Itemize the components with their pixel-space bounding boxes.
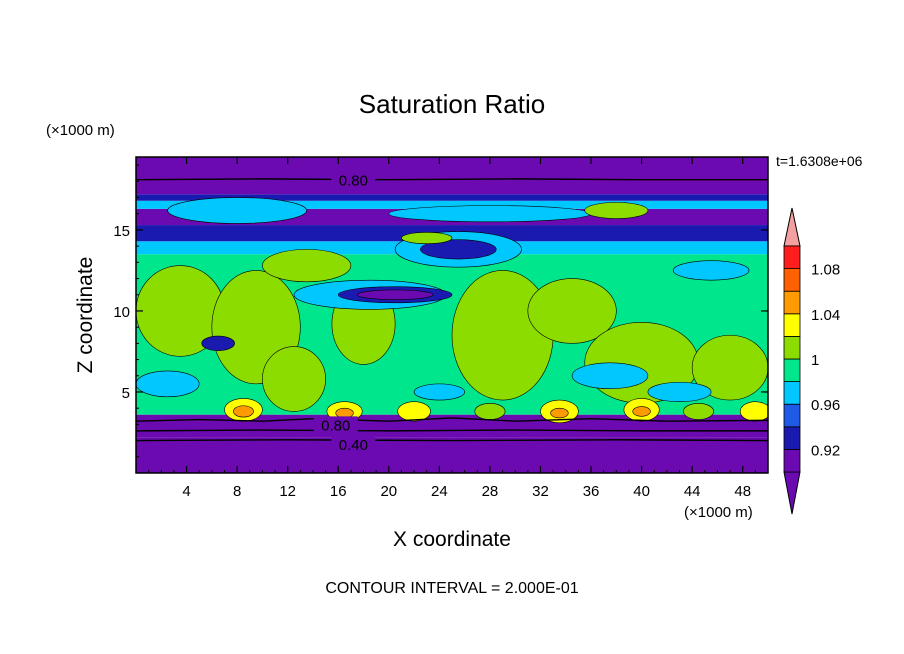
colorbar-tick-label-1: 0.96 xyxy=(811,397,840,414)
x-tick-label-7: 32 xyxy=(532,483,549,500)
y-unit-label: (×1000 m) xyxy=(46,122,115,139)
field-feature-21 xyxy=(571,362,649,390)
colorbar-swatch-4 xyxy=(783,358,801,383)
field-feature-15 xyxy=(167,197,307,224)
colorbar-swatch-5 xyxy=(783,335,801,360)
field-feature-11 xyxy=(356,289,434,300)
colorbar-under-triangle xyxy=(783,471,801,515)
field-feature-4 xyxy=(527,278,617,344)
x-tick-label-5: 24 xyxy=(431,483,448,500)
x-tick-label-2: 12 xyxy=(279,483,296,500)
colorbar-swatch-3 xyxy=(783,381,801,405)
contour-label-bg-1 xyxy=(313,416,358,433)
x-axis: 4 8 12 16 20 24 28 32 36 40 44 48 xyxy=(148,157,756,500)
x-tick-label-11: 48 xyxy=(734,483,751,500)
contour-line-1 xyxy=(136,417,768,422)
colorbar-tick-label-0: 0.92 xyxy=(811,442,840,459)
field-layer-8 xyxy=(136,157,768,195)
colorbar-tick-label-3: 1.04 xyxy=(811,307,840,324)
contour-label-2: 0.40 xyxy=(339,437,368,454)
field-feature-8 xyxy=(262,249,352,283)
x-tick-label-8: 36 xyxy=(583,483,600,500)
contour-label-1: 0.80 xyxy=(321,417,350,434)
colorbar-swatch-9 xyxy=(783,245,801,270)
plot-area xyxy=(136,157,768,473)
field-feature-7 xyxy=(262,346,326,412)
field-layer-1 xyxy=(136,414,768,438)
field-feature-3 xyxy=(451,270,554,401)
x-unit-label: (×1000 m) xyxy=(684,504,753,521)
x-axis-label: X coordinate xyxy=(393,528,511,551)
field-feature-32 xyxy=(632,406,651,417)
y-tick-label-2: 15 xyxy=(113,223,130,240)
field-feature-28 xyxy=(397,401,431,422)
field-layer-6 xyxy=(136,200,768,209)
field-feature-23 xyxy=(413,383,465,401)
field-feature-35 xyxy=(683,403,714,420)
field-feature-22 xyxy=(647,381,712,402)
colorbar-swatch-0 xyxy=(783,448,801,473)
colorbar-swatch-8 xyxy=(783,268,801,292)
field-feature-34 xyxy=(474,403,506,420)
field-feature-18 xyxy=(401,232,453,244)
field-layer-0 xyxy=(136,437,768,473)
contour-interval-note: CONTOUR INTERVAL = 2.000E-01 xyxy=(325,580,578,597)
time-label: t=1.6308e+06 xyxy=(776,153,863,169)
y-axis-label: Z coordinate xyxy=(74,257,97,374)
x-tick-label-1: 8 xyxy=(233,483,241,500)
y-tick-label-0: 5 xyxy=(122,385,130,402)
contour-line-3 xyxy=(136,439,768,442)
contour-lines xyxy=(136,178,768,442)
contour-labels: 0.80 0.80 0.40 xyxy=(313,171,376,454)
x-tick-label-3: 16 xyxy=(330,483,347,500)
field-features xyxy=(136,197,768,424)
field-feature-14 xyxy=(420,239,497,260)
contour-line-2 xyxy=(136,429,768,432)
x-tick-label-6: 28 xyxy=(482,483,499,500)
field-feature-25 xyxy=(233,405,254,418)
colorbar-swatch-2 xyxy=(783,403,801,428)
field-feature-30 xyxy=(550,407,569,419)
contour-line-0 xyxy=(136,178,768,181)
chart-title: Saturation Ratio xyxy=(359,89,545,119)
field-feature-12 xyxy=(201,335,235,351)
colorbar-swatch-1 xyxy=(783,426,801,450)
colorbar-tick-label-2: 1 xyxy=(811,352,819,369)
contour-label-0: 0.80 xyxy=(339,173,368,190)
field-feature-19 xyxy=(672,260,750,281)
field-feature-17 xyxy=(584,202,649,219)
colorbar: 0.92 0.96 1 1.04 1.08 xyxy=(783,207,840,515)
field-layer-7 xyxy=(136,194,768,201)
contour-label-bg-2 xyxy=(331,435,376,452)
contour-label-bg-0 xyxy=(331,171,376,188)
field-feature-20 xyxy=(136,370,200,398)
x-tick-label-10: 44 xyxy=(684,483,701,500)
y-tick-label-1: 10 xyxy=(113,304,130,321)
field-feature-6 xyxy=(691,334,768,401)
colorbar-tick-label-4: 1.08 xyxy=(811,262,840,279)
colorbar-swatch-7 xyxy=(783,290,801,315)
y-axis: 5 10 15 xyxy=(113,164,768,458)
x-tick-label-0: 4 xyxy=(182,483,190,500)
field-feature-16 xyxy=(388,205,592,223)
colorbar-over-triangle xyxy=(783,207,801,247)
field-feature-33 xyxy=(739,401,768,422)
x-tick-label-4: 20 xyxy=(380,483,397,500)
colorbar-swatch-6 xyxy=(783,313,801,337)
x-tick-label-9: 40 xyxy=(633,483,650,500)
